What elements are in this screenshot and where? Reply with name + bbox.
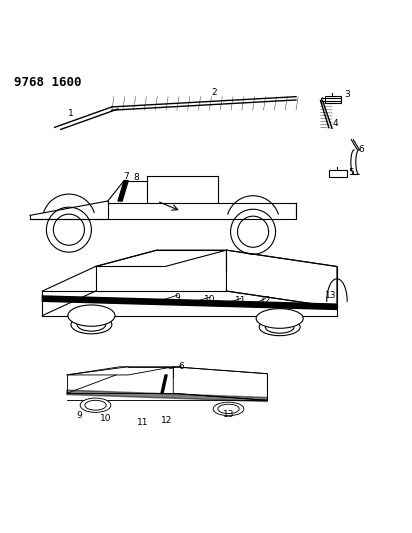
Text: 13: 13 (223, 410, 234, 419)
Text: 13: 13 (325, 290, 337, 300)
Ellipse shape (256, 309, 303, 328)
Text: 9768 1600: 9768 1600 (14, 76, 81, 89)
Text: 6: 6 (178, 362, 184, 372)
Ellipse shape (218, 404, 239, 414)
Text: 12: 12 (260, 296, 271, 304)
Polygon shape (173, 367, 267, 400)
Text: 10: 10 (100, 414, 112, 423)
Polygon shape (67, 390, 267, 401)
Ellipse shape (80, 398, 111, 413)
Text: 4: 4 (332, 119, 338, 128)
Text: 9: 9 (174, 293, 180, 302)
Ellipse shape (71, 316, 112, 334)
Polygon shape (118, 181, 128, 201)
Text: 3: 3 (344, 90, 350, 99)
Text: 10: 10 (204, 295, 216, 304)
Polygon shape (96, 250, 227, 266)
Text: 2: 2 (211, 88, 217, 97)
Text: 7: 7 (123, 172, 129, 181)
Ellipse shape (68, 305, 115, 326)
Ellipse shape (213, 402, 244, 416)
Ellipse shape (259, 319, 300, 336)
Text: 11: 11 (235, 296, 246, 304)
Polygon shape (42, 296, 337, 310)
Ellipse shape (85, 400, 106, 410)
Ellipse shape (265, 321, 294, 333)
Ellipse shape (77, 318, 106, 331)
Text: 9: 9 (76, 411, 82, 421)
Polygon shape (227, 250, 337, 308)
Text: 5: 5 (349, 168, 354, 177)
Polygon shape (67, 367, 173, 375)
Polygon shape (161, 375, 167, 393)
Text: 1: 1 (68, 109, 74, 118)
Text: 11: 11 (137, 418, 148, 427)
Text: 8: 8 (133, 173, 139, 182)
Text: 6: 6 (358, 146, 364, 155)
Text: 12: 12 (162, 416, 173, 425)
